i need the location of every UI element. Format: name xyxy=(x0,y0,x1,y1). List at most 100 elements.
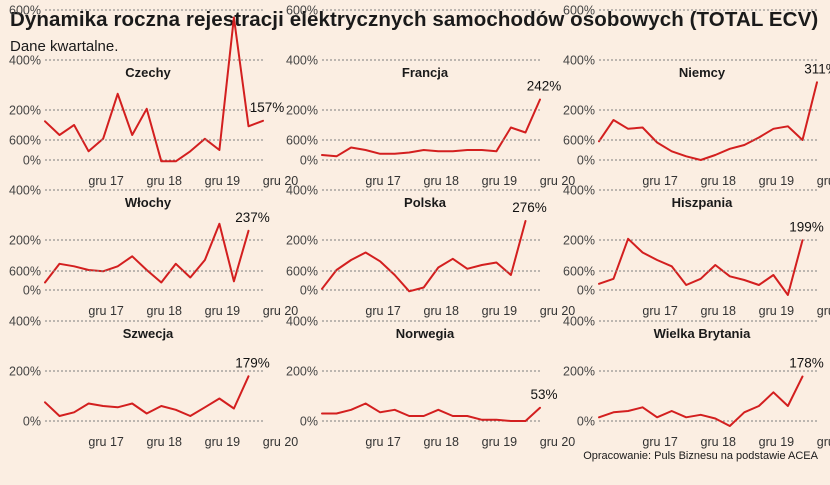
x-tick-label: gru 20 xyxy=(263,174,298,188)
x-tick-label: gru 19 xyxy=(205,174,240,188)
x-tick-label: gru 17 xyxy=(88,174,123,188)
panel-niemcy: Niemcy 0% 200% 400% 600% gru 17 gru 18 gru 19 gr… xyxy=(563,4,830,189)
y-tick-label: 0% xyxy=(577,154,595,168)
x-tick-label: gru 19 xyxy=(482,174,517,188)
x-tick-label: gru 20 xyxy=(540,435,575,449)
x-tick-label: gru 18 xyxy=(147,435,182,449)
chart-title: Dynamika roczna rejestracji elektrycznyc… xyxy=(10,8,819,31)
y-tick-label: 400% xyxy=(563,184,595,198)
x-tick-label: gru 17 xyxy=(88,435,123,449)
series-line xyxy=(598,81,818,161)
panel-polska: Polska 0% 200% 400% 600% gru 17 gru 18 gru 19 gr… xyxy=(286,134,575,319)
panel-norwegia: Norwegia 0% 200% 400% 600% gru 17 gru 18 gru 19… xyxy=(286,265,575,450)
end-value-label: 237% xyxy=(235,210,270,225)
panel-czechy: Czechy 0% 200% 400% 600% gru 17 gru 18 gru 19 gr… xyxy=(9,4,298,189)
chart-subtitle: Dane kwartalne. xyxy=(10,38,119,55)
x-tick-label: gru 17 xyxy=(365,435,400,449)
x-tick-label: gru 18 xyxy=(701,304,736,318)
panel-włochy: Włochy 0% 200% 400% 600% gru 17 gru 18 gru 19 gr… xyxy=(9,134,298,319)
x-tick-label: gru 19 xyxy=(482,435,517,449)
x-tick-label: gru 18 xyxy=(424,435,459,449)
x-tick-label: gru 20 xyxy=(817,435,830,449)
y-tick-label: 200% xyxy=(563,365,595,379)
panel-title: Niemcy xyxy=(679,65,726,80)
y-tick-label: 600% xyxy=(286,265,318,279)
series-line xyxy=(321,98,541,158)
y-tick-label: 600% xyxy=(563,265,595,279)
y-tick-label: 400% xyxy=(9,54,41,68)
y-tick-label: 400% xyxy=(9,184,41,198)
source-note: Opracowanie: Puls Biznesu na podstawie A… xyxy=(583,450,818,462)
y-tick-label: 400% xyxy=(286,315,318,329)
panel-title: Norwegia xyxy=(396,326,455,341)
y-tick-label: 0% xyxy=(577,415,595,429)
y-tick-label: 200% xyxy=(563,234,595,248)
y-tick-label: 400% xyxy=(9,315,41,329)
x-tick-label: gru 19 xyxy=(482,304,517,318)
x-tick-label: gru 20 xyxy=(540,304,575,318)
end-value-label: 179% xyxy=(235,355,270,370)
y-tick-label: 200% xyxy=(9,365,41,379)
y-tick-label: 0% xyxy=(300,154,318,168)
y-tick-label: 400% xyxy=(563,54,595,68)
y-tick-label: 0% xyxy=(577,284,595,298)
x-tick-label: gru 19 xyxy=(205,304,240,318)
y-tick-label: 200% xyxy=(9,234,41,248)
x-tick-label: gru 17 xyxy=(88,304,123,318)
x-tick-label: gru 18 xyxy=(147,304,182,318)
y-tick-label: 0% xyxy=(23,154,41,168)
x-tick-label: gru 18 xyxy=(147,174,182,188)
end-value-label: 157% xyxy=(250,100,285,115)
x-tick-label: gru 20 xyxy=(263,304,298,318)
x-tick-label: gru 18 xyxy=(424,304,459,318)
y-tick-label: 600% xyxy=(563,134,595,148)
x-tick-label: gru 20 xyxy=(263,435,298,449)
x-tick-label: gru 18 xyxy=(701,435,736,449)
x-tick-label: gru 19 xyxy=(759,435,794,449)
y-tick-label: 600% xyxy=(563,4,595,18)
end-value-label: 311% xyxy=(804,61,830,76)
y-tick-label: 0% xyxy=(300,284,318,298)
y-tick-label: 200% xyxy=(286,104,318,118)
series-line xyxy=(598,375,804,427)
y-tick-label: 600% xyxy=(286,4,318,18)
panel-title: Francja xyxy=(402,65,449,80)
end-value-label: 53% xyxy=(530,387,557,402)
series-line xyxy=(44,222,250,284)
panel-title: Włochy xyxy=(125,195,172,210)
panel-title: Czechy xyxy=(125,65,171,80)
x-tick-label: gru 17 xyxy=(365,304,400,318)
series-line xyxy=(44,375,250,417)
x-tick-label: gru 17 xyxy=(642,304,677,318)
end-value-label: 178% xyxy=(789,356,824,371)
x-tick-label: gru 18 xyxy=(424,174,459,188)
x-tick-label: gru 18 xyxy=(701,174,736,188)
y-tick-label: 200% xyxy=(9,104,41,118)
x-tick-label: gru 20 xyxy=(817,174,830,188)
y-tick-label: 600% xyxy=(286,134,318,148)
y-tick-label: 400% xyxy=(563,315,595,329)
end-value-label: 242% xyxy=(527,79,562,94)
series-line xyxy=(321,220,527,293)
x-tick-label: gru 19 xyxy=(759,304,794,318)
end-value-label: 199% xyxy=(789,219,824,234)
panel-title: Szwecja xyxy=(123,326,174,341)
y-tick-label: 0% xyxy=(23,415,41,429)
x-tick-label: gru 20 xyxy=(540,174,575,188)
series-line xyxy=(321,402,541,422)
x-tick-label: gru 17 xyxy=(365,174,400,188)
panel-hiszpania: Hiszpania 0% 200% 400% 600% gru 17 gru 18 gru 1… xyxy=(563,134,830,319)
y-tick-label: 200% xyxy=(286,234,318,248)
y-tick-label: 400% xyxy=(286,54,318,68)
panel-title: Wielka Brytania xyxy=(654,326,751,341)
y-tick-label: 200% xyxy=(286,365,318,379)
y-tick-label: 600% xyxy=(9,134,41,148)
panel-title: Hiszpania xyxy=(672,195,733,210)
x-tick-label: gru 17 xyxy=(642,435,677,449)
y-tick-label: 600% xyxy=(9,265,41,279)
panel-title: Polska xyxy=(404,195,447,210)
x-tick-label: gru 19 xyxy=(759,174,794,188)
panel-francja: Francja 0% 200% 400% 600% gru 17 gru 18 gru 19 g… xyxy=(286,4,575,189)
panel-wielka-brytania: Wielka Brytania 0% 200% 400% 600% gru 17 gru 1… xyxy=(563,265,830,450)
